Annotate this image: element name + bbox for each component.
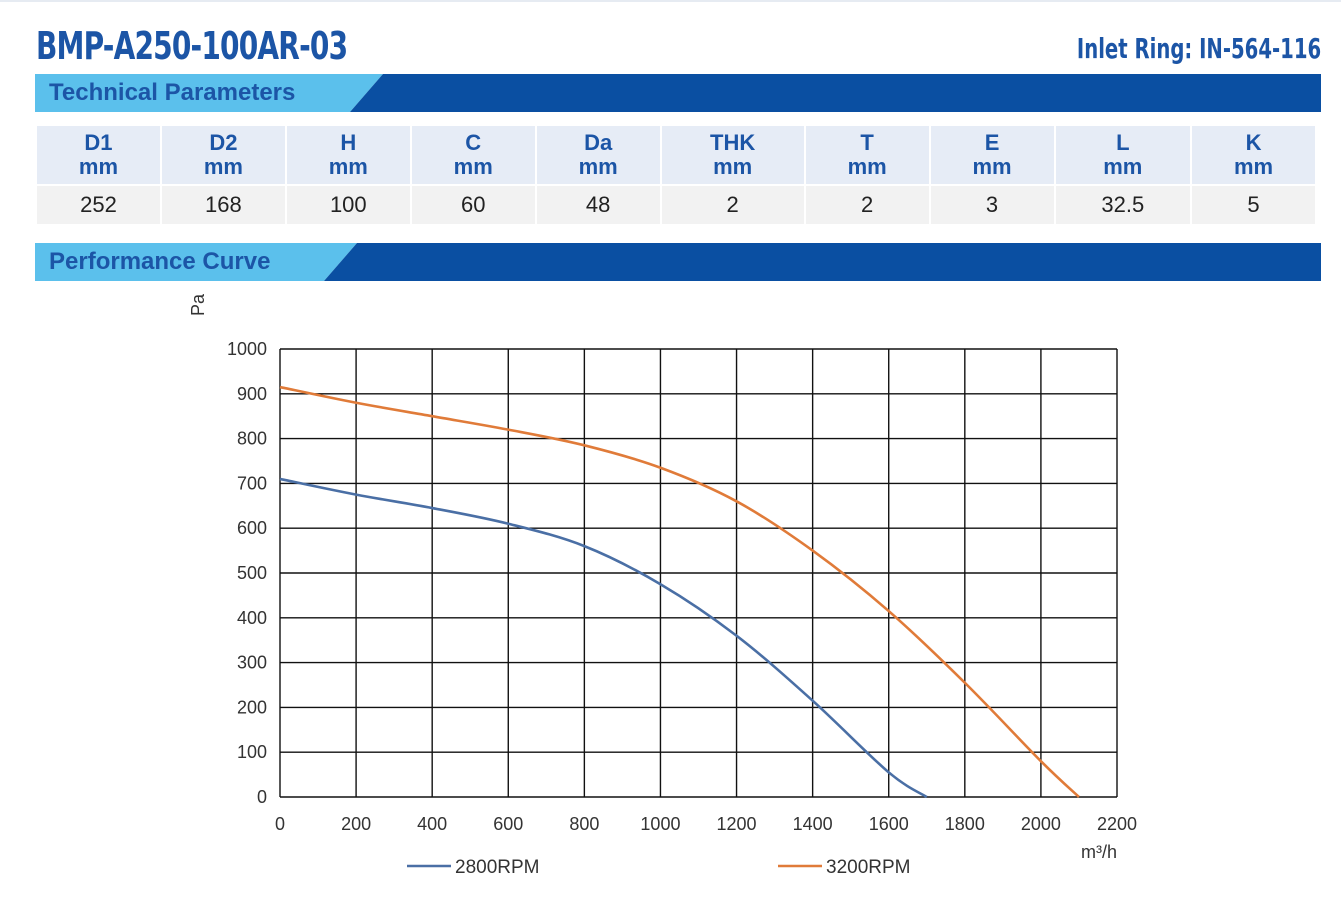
param-value-d2: 168 xyxy=(161,184,285,224)
x-tick-label: 600 xyxy=(493,814,523,834)
x-tick-label: 1800 xyxy=(945,814,985,834)
param-name: Da xyxy=(584,130,613,155)
param-value-c: 60 xyxy=(411,184,535,224)
x-tick-label: 1600 xyxy=(869,814,909,834)
technical-parameters-banner: Technical Parameters xyxy=(35,74,1321,112)
y-tick-label: 700 xyxy=(237,473,267,493)
y-tick-label: 300 xyxy=(237,653,267,673)
y-tick-label: 400 xyxy=(237,608,267,628)
inlet-ring-label: Inlet Ring: IN-564-116 xyxy=(1076,32,1321,65)
series-line-2800rpm xyxy=(279,477,928,799)
x-tick-label: 200 xyxy=(341,814,371,834)
y-tick-label: 0 xyxy=(257,787,267,807)
performance-curve-banner: Performance Curve xyxy=(35,243,1321,281)
y-tick-label: 200 xyxy=(237,697,267,717)
param-unit: mm xyxy=(972,154,1012,179)
param-value-thk: 2 xyxy=(661,184,804,224)
y-tick-label: 800 xyxy=(237,429,267,449)
banner-shape xyxy=(35,243,1321,281)
model-title: BMP-A250-100AR-03 xyxy=(36,24,348,68)
x-tick-label: 1000 xyxy=(640,814,680,834)
param-value-d1: 252 xyxy=(37,184,160,224)
param-value-h: 100 xyxy=(286,184,410,224)
legend-label: 2800RPM xyxy=(455,857,540,878)
param-value-t: 2 xyxy=(805,184,929,224)
param-unit: mm xyxy=(1233,154,1274,179)
series-line-3200rpm xyxy=(279,385,1080,798)
y-tick-label: 600 xyxy=(237,518,267,538)
param-unit: mm xyxy=(78,154,119,179)
technical-parameters-heading: Technical Parameters xyxy=(49,79,296,106)
x-tick-label: 800 xyxy=(569,814,599,834)
param-name: E xyxy=(984,130,1000,155)
param-unit: mm xyxy=(328,154,368,179)
param-name: K xyxy=(1245,130,1262,155)
y-tick-label: 500 xyxy=(237,563,267,583)
x-axis-label: m³/h xyxy=(1081,842,1117,862)
x-tick-label: 0 xyxy=(275,814,285,834)
legend-label: 3200RPM xyxy=(826,857,911,878)
x-tick-label: 400 xyxy=(417,814,447,834)
y-tick-label: 100 xyxy=(237,742,267,762)
top-rule xyxy=(0,0,1341,2)
param-value-k: 5 xyxy=(1192,184,1315,224)
param-name: THK xyxy=(710,130,756,155)
x-tick-label: 2200 xyxy=(1097,814,1137,834)
x-tick-label: 1200 xyxy=(717,814,757,834)
param-unit: mm xyxy=(578,154,618,179)
param-name: D2 xyxy=(209,130,238,155)
param-unit: mm xyxy=(1103,154,1143,179)
param-name: C xyxy=(465,130,482,155)
param-value-da: 48 xyxy=(536,184,660,224)
performance-curve-heading: Performance Curve xyxy=(49,248,271,275)
x-tick-label: 2000 xyxy=(1021,814,1061,834)
y-tick-label: 1000 xyxy=(227,339,267,359)
param-value-e: 3 xyxy=(930,184,1054,224)
y-axis-label: Pa xyxy=(188,293,208,316)
param-unit: mm xyxy=(453,154,493,179)
param-unit: mm xyxy=(713,154,753,179)
param-header-da: Da mm xyxy=(536,126,660,184)
param-name: D1 xyxy=(84,130,113,155)
param-name: H xyxy=(340,130,357,155)
banner-shape xyxy=(35,74,1321,112)
param-header-d1: D1 mm xyxy=(37,126,160,184)
param-unit: mm xyxy=(847,154,887,179)
param-unit: mm xyxy=(203,154,243,179)
param-header-thk: THK mm xyxy=(661,126,804,184)
x-tick-label: 1400 xyxy=(793,814,833,834)
param-value-l: 32.5 xyxy=(1055,184,1191,224)
param-name: T xyxy=(860,130,874,155)
param-header-d2: D2 mm xyxy=(161,126,285,184)
y-tick-label: 900 xyxy=(237,384,267,404)
param-name: L xyxy=(1116,130,1130,155)
parameters-value-row: 252 168 100 60 48 2 2 3 32.5 5 xyxy=(37,184,1315,224)
